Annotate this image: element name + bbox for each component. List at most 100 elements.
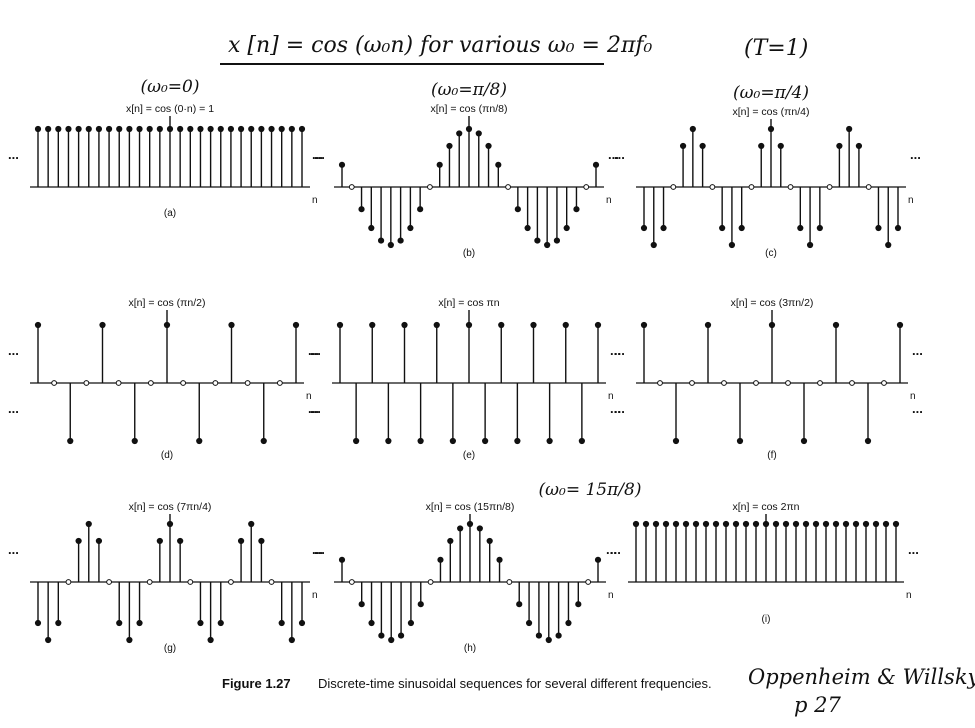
stem-point xyxy=(896,321,904,329)
stem-point xyxy=(116,125,123,133)
stem-point xyxy=(156,125,163,133)
stem-point xyxy=(268,579,275,585)
stem-point xyxy=(336,321,344,329)
stem-point xyxy=(45,636,52,644)
axis-label-n: n xyxy=(312,195,318,206)
stem-point xyxy=(146,125,153,133)
stem-point xyxy=(842,520,850,528)
stem-point xyxy=(699,142,706,150)
stem-point xyxy=(348,579,355,585)
stem-point xyxy=(855,142,863,150)
axis-label-n: n xyxy=(306,391,312,402)
stem-point xyxy=(298,619,306,627)
stem-point xyxy=(506,579,513,585)
stem-panel-e: ......... ...nx[n] = cos πn(e) xyxy=(310,297,621,461)
stem-point xyxy=(672,437,680,445)
stem-point xyxy=(849,380,855,386)
stem-point xyxy=(278,619,285,627)
stem-point xyxy=(753,380,759,386)
stem-point xyxy=(689,125,696,133)
axis-label-n: n xyxy=(910,391,916,402)
stem-point xyxy=(800,437,808,445)
stem-point xyxy=(237,537,245,545)
stem-point xyxy=(672,520,680,528)
stem-point xyxy=(258,125,265,133)
ellipsis-left: ... xyxy=(312,542,323,557)
ellipsis-right: ... xyxy=(314,147,325,162)
stem-point xyxy=(45,125,52,133)
stem-point xyxy=(752,520,760,528)
stem-point xyxy=(817,380,823,386)
ellipsis-left: ... xyxy=(606,542,617,557)
stem-point xyxy=(640,224,648,232)
stem-point xyxy=(546,437,553,445)
stem-point xyxy=(292,321,300,329)
stem-point xyxy=(397,632,405,639)
stem-point xyxy=(525,619,533,627)
stem-panel-g: ... ... n x[n] = cos (7πn/4) (g) xyxy=(8,501,325,654)
stem-point xyxy=(99,321,106,329)
handwritten-annotation: (ω₀=π/4) xyxy=(733,83,809,103)
stem-panel-d: ......... ...nx[n] = cos (πn/2)(d) xyxy=(8,297,319,461)
stem-point xyxy=(276,380,283,386)
ellipsis-right-lower: ... xyxy=(610,401,621,416)
stem-point xyxy=(417,437,424,445)
stem-point xyxy=(514,437,521,445)
stem-point xyxy=(709,184,716,190)
stem-point xyxy=(55,619,62,627)
stem-point xyxy=(105,125,113,133)
stem-point xyxy=(106,579,112,585)
stem-point xyxy=(228,321,235,329)
stem-point xyxy=(738,224,745,232)
stem-point xyxy=(407,224,414,232)
stem-point xyxy=(268,125,275,133)
stem-point xyxy=(476,525,483,532)
stem-point xyxy=(358,206,365,213)
ellipsis-left: ... xyxy=(8,343,19,358)
stem-point xyxy=(358,601,365,608)
stem-point xyxy=(826,184,833,190)
axis-label-n: n xyxy=(606,195,612,206)
stem-point xyxy=(407,619,415,627)
panel-title: x[n] = cos (0·n) = 1 xyxy=(126,103,214,115)
stem-point xyxy=(498,321,505,329)
stem-point xyxy=(485,142,492,150)
stem-point xyxy=(640,321,648,329)
panel-title: x[n] = cos πn xyxy=(438,297,499,309)
stem-point xyxy=(486,537,493,545)
stem-point xyxy=(85,125,92,133)
stem-point xyxy=(496,556,503,563)
panels: ... ...nx[n] = cos (0·n) = 1(ω₀=0)(a)....… xyxy=(8,77,923,654)
stem-panel-f: ......... ...nx[n] = cos (3πn/2)(f) xyxy=(614,297,923,461)
stem-point xyxy=(797,224,804,232)
stem-point xyxy=(212,380,219,386)
stem-point xyxy=(353,437,360,445)
stem-point xyxy=(196,437,203,445)
stem-point xyxy=(505,184,511,190)
stem-point xyxy=(777,142,784,150)
panel-label: (e) xyxy=(463,450,475,461)
ellipsis-left: ... xyxy=(8,542,19,557)
stem-point xyxy=(207,636,214,644)
stem-point xyxy=(846,125,853,133)
stem-point xyxy=(862,520,870,528)
stem-point xyxy=(126,636,133,644)
stem-point xyxy=(514,206,521,213)
handwritten-annotation: (ω₀=π/8) xyxy=(431,80,507,100)
ellipsis-right: ... xyxy=(314,542,325,557)
stem-point xyxy=(544,241,551,249)
stem-point xyxy=(721,380,727,386)
stem-point xyxy=(812,520,820,528)
stem-point xyxy=(85,520,92,528)
stem-point xyxy=(882,520,890,528)
stem-point xyxy=(136,125,143,133)
stem-point xyxy=(75,537,82,545)
stem-point xyxy=(427,579,434,585)
panel-title: x[n] = cos 2πn xyxy=(732,501,799,513)
stem-point xyxy=(95,125,103,133)
panel-label: (b) xyxy=(463,248,475,259)
stem-point xyxy=(555,632,562,639)
stem-point xyxy=(401,321,408,329)
ellipsis-right: ... xyxy=(912,343,923,358)
